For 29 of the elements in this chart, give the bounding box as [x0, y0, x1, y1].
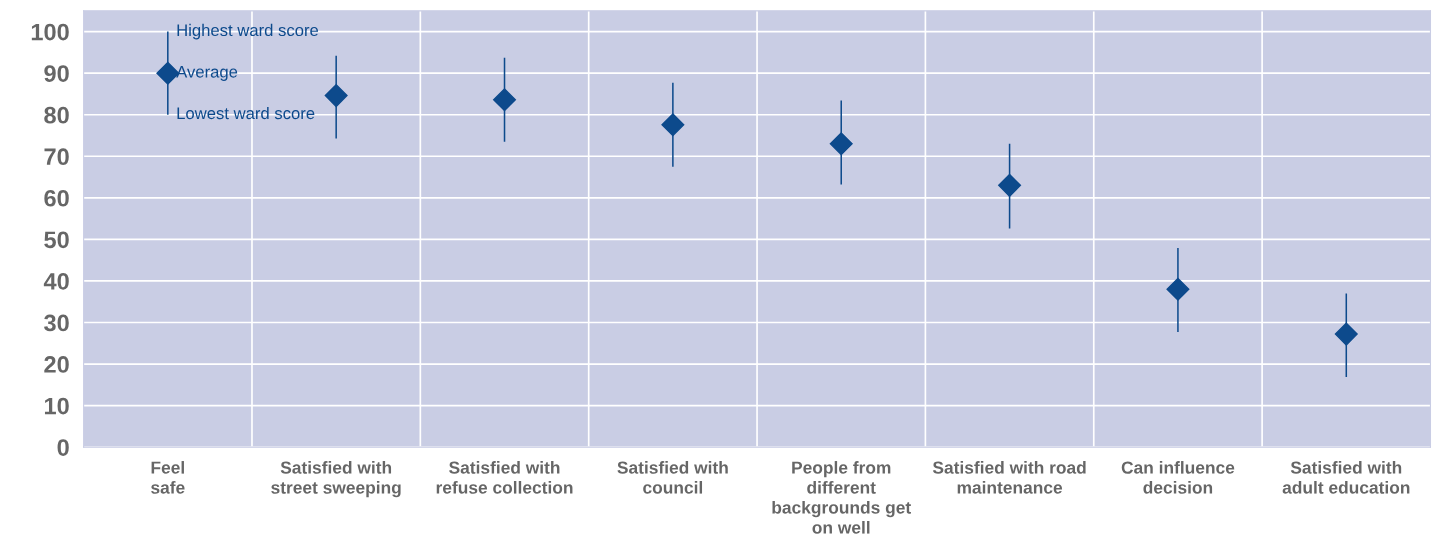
point: [324, 84, 348, 108]
x-tick-label: Can influence decision: [1121, 461, 1235, 494]
y-tick-label: 70: [44, 148, 69, 166]
x-tick-label: Satisfied with council: [617, 461, 728, 494]
x-tick-label: Satisfied with street sweeping: [271, 461, 401, 498]
point: [493, 88, 517, 112]
annotation: Lowest ward score: [177, 106, 315, 120]
y-tick-label: 20: [44, 356, 69, 373]
y-tick-label: 10: [44, 397, 69, 415]
point: [829, 132, 853, 156]
y-tick-label: 60: [44, 189, 69, 207]
point: [1334, 322, 1358, 346]
point: [661, 113, 685, 137]
x-tick-label: Satisfied with adult education: [1282, 461, 1410, 494]
point: [998, 173, 1022, 197]
y-tick-label: 50: [44, 231, 69, 249]
y-tick-label: 80: [44, 106, 69, 124]
annotation: Average: [176, 66, 238, 81]
y-tick-label: 90: [44, 65, 69, 82]
x-tick-label: People from different backgrounds get on well: [772, 461, 911, 534]
point: [1166, 277, 1190, 301]
x-tick-label: Satisfied with refuse collection: [436, 461, 573, 494]
y-tick-label: 30: [44, 314, 69, 332]
y-tick-label: 40: [43, 273, 69, 290]
x-tick-label: Feel safe: [151, 461, 185, 494]
y-tick-label: 0: [57, 439, 69, 456]
y-tick-label: 100: [31, 23, 69, 41]
annotation: Highest ward score: [177, 23, 319, 40]
x-tick-label: Satisfied with road maintenance: [932, 461, 1086, 494]
